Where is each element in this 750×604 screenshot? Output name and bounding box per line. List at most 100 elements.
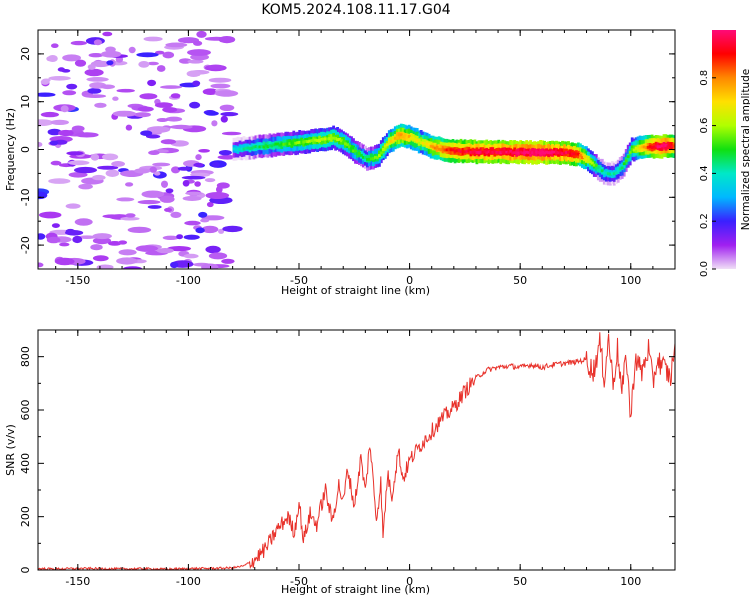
noise-blob: [154, 102, 173, 108]
ridge-cell: [459, 150, 463, 154]
noise-blob: [125, 213, 136, 218]
ridge-cell: [587, 157, 590, 161]
ridge-cell: [614, 171, 618, 174]
noise-blob: [118, 249, 137, 256]
ridge-cell: [632, 148, 636, 152]
noise-blob: [58, 129, 74, 137]
x-axis-label: Height of straight line (km): [281, 284, 430, 297]
noise-blob: [152, 162, 171, 167]
noise-blob: [196, 30, 207, 38]
noise-blob: [62, 90, 77, 96]
ridge-cell: [399, 133, 403, 137]
ridge-cell: [511, 151, 515, 155]
noise-blob: [205, 245, 221, 254]
x-tick-label: -150: [65, 575, 90, 588]
ridge-cell: [407, 135, 411, 138]
noise-blob: [90, 244, 103, 251]
noise-blob: [47, 55, 58, 62]
noise-blob: [208, 77, 232, 83]
ridge-cell: [594, 164, 598, 168]
noise-blob: [38, 119, 54, 126]
ridge-cell: [407, 134, 411, 142]
ridge-cell: [254, 145, 258, 149]
ridge-cell: [521, 151, 525, 155]
ridge-cell: [280, 142, 284, 146]
ridge-cell: [537, 151, 540, 154]
ridge-cell: [312, 138, 316, 142]
ridge-cell: [383, 144, 387, 148]
ridge-cell: [515, 151, 519, 155]
colorbar-label: Normalized spectral amplitude: [740, 69, 750, 230]
ridge-cell: [294, 141, 298, 145]
ridge-cell: [260, 144, 264, 148]
ridge-cell: [555, 150, 558, 154]
ridge-cell: [270, 144, 274, 148]
ridge-cell: [598, 168, 602, 172]
y-tick-label: 0: [19, 567, 32, 574]
noise-blob: [105, 46, 116, 53]
ridge-cell: [501, 150, 505, 154]
ridge-cell: [278, 143, 282, 147]
noise-blob: [66, 83, 78, 90]
noise-blob: [102, 214, 122, 219]
noise-blob: [165, 188, 174, 194]
ridge-cell: [435, 146, 439, 149]
ridge-cell: [238, 147, 242, 151]
ridge-cell: [437, 147, 441, 151]
noise-blob: [205, 192, 230, 199]
ridge-cell: [670, 145, 674, 149]
noise-blob: [62, 54, 81, 62]
noise-blob: [138, 61, 150, 68]
ridge-cell: [553, 150, 556, 154]
ridge-cell: [306, 140, 310, 144]
ridge-cell: [620, 166, 624, 170]
noise-blob: [92, 174, 106, 181]
y-tick-label: 600: [19, 400, 32, 421]
colorbar-tick-label: 0.8: [699, 70, 710, 86]
noise-blob: [183, 234, 200, 240]
noise-blob: [176, 234, 184, 240]
noise-blob: [183, 253, 199, 259]
noise-blob: [218, 36, 236, 44]
snr-frame: [37, 329, 676, 571]
x-tick-label: 50: [513, 575, 527, 588]
ridge-cell: [374, 155, 377, 159]
noise-blob: [96, 264, 114, 269]
ridge-cell: [644, 146, 648, 150]
ridge-cell: [585, 157, 588, 161]
ridge-cell: [650, 146, 654, 149]
noise-blob: [97, 165, 119, 170]
noise-blob: [165, 42, 188, 48]
ridge-cell: [539, 151, 542, 155]
x-tick-label: 0: [406, 575, 413, 588]
noise-blob: [100, 84, 115, 90]
noise-blob: [164, 207, 172, 212]
x-tick-label: 100: [620, 274, 641, 287]
ridge-cell: [616, 169, 620, 173]
ridge-cell: [429, 144, 433, 148]
noise-blob: [116, 197, 135, 202]
noise-blob: [210, 83, 231, 89]
ridge-cell: [648, 145, 652, 149]
noise-blob: [93, 39, 102, 46]
ridge-cell: [545, 150, 548, 154]
noise-blob: [218, 150, 232, 156]
ridge-cell: [264, 144, 268, 147]
noise-blob: [205, 111, 219, 116]
y-tick-label: -10: [19, 188, 32, 206]
ridge-cell: [618, 167, 622, 171]
ridge-cell: [451, 148, 455, 152]
noise-blob: [193, 40, 203, 46]
ridge-cell: [234, 148, 238, 151]
ridge-cell: [612, 172, 616, 176]
ridge-cell: [658, 145, 662, 149]
ridge-cell: [505, 150, 509, 154]
ridge-cell: [559, 151, 562, 155]
noise-blob: [135, 245, 159, 252]
ridge-cell: [292, 141, 296, 144]
ridge-cell: [409, 136, 413, 140]
noise-blob: [162, 51, 175, 59]
noise-blob: [67, 160, 90, 166]
ridge-cell: [567, 150, 570, 154]
noise-blob: [46, 236, 61, 244]
